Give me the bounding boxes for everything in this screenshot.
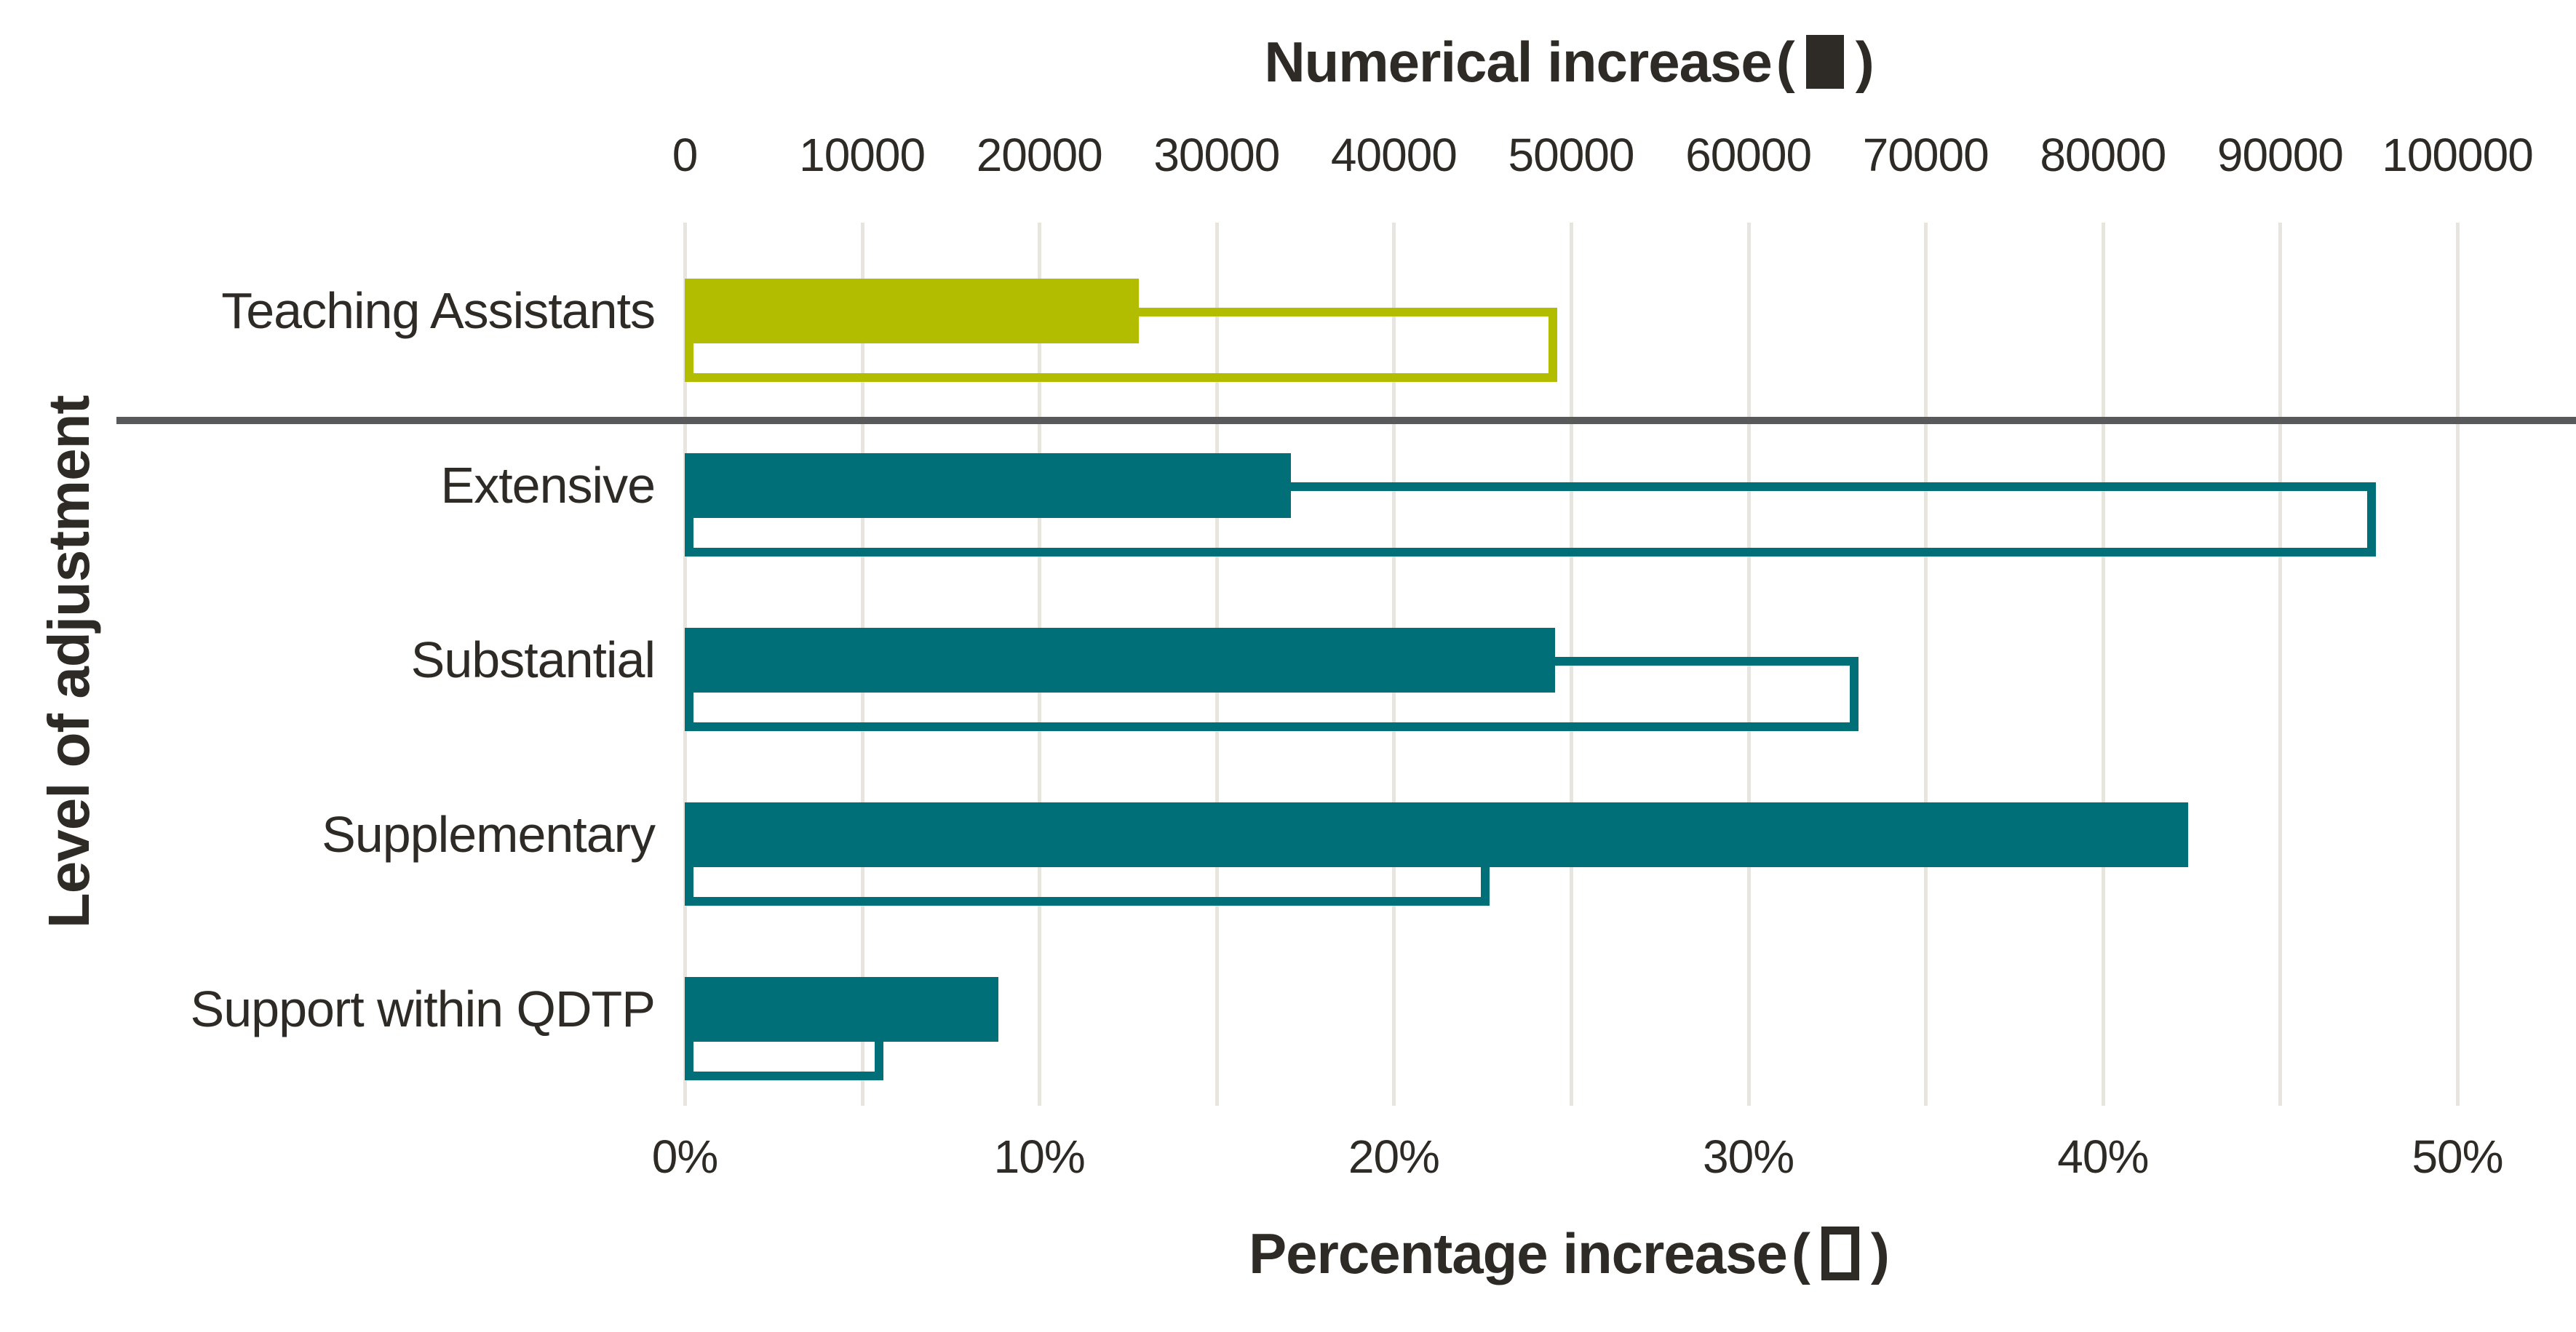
category-label-substantial: Substantial bbox=[410, 631, 656, 688]
category-label-extensive: Extensive bbox=[440, 457, 656, 514]
legend-paren-open: ( bbox=[1776, 29, 1795, 94]
gridline bbox=[2278, 223, 2283, 1106]
bottom-axis-tick-label: 30% bbox=[1703, 1130, 1794, 1183]
numerical-bar-support-within-qdtp bbox=[685, 977, 999, 1042]
bottom-axis-tick-label: 20% bbox=[1348, 1130, 1440, 1183]
bottom-axis-title: Percentage increase ( ) bbox=[685, 1213, 2457, 1293]
numerical-bar-extensive bbox=[685, 453, 1292, 518]
legend-paren-close: ) bbox=[1870, 1221, 1890, 1285]
legend-paren-open: ( bbox=[1791, 1221, 1810, 1285]
top-axis-tick-label: 20000 bbox=[976, 129, 1103, 181]
hollow-square-icon bbox=[1821, 1227, 1859, 1280]
gridline bbox=[2101, 223, 2105, 1106]
numerical-bar-supplementary bbox=[685, 802, 2188, 867]
bottom-axis-tick-label: 10% bbox=[993, 1130, 1086, 1183]
legend-paren-close: ) bbox=[1855, 29, 1875, 94]
category-label-support-within-qdtp: Support within QDTP bbox=[190, 981, 656, 1037]
top-axis-tick-label: 60000 bbox=[1685, 129, 1812, 181]
numerical-bar-teaching-assistants bbox=[685, 279, 1139, 343]
top-axis-tick-label: 30000 bbox=[1153, 129, 1280, 181]
top-axis-tick-label: 50000 bbox=[1508, 129, 1635, 181]
gridline bbox=[2456, 223, 2460, 1106]
top-axis-tick-label: 40000 bbox=[1330, 129, 1458, 181]
y-axis-title: Level of adjustment bbox=[36, 395, 101, 929]
category-label-supplementary: Supplementary bbox=[322, 806, 656, 863]
bottom-axis-tick-label: 0% bbox=[651, 1130, 718, 1183]
top-axis-tick-label: 10000 bbox=[799, 129, 926, 181]
filled-square-icon bbox=[1805, 35, 1844, 89]
top-axis-tick-label: 70000 bbox=[1862, 129, 1989, 181]
bottom-axis-tick-row: 0% 10% 20% 30% 40% 50% bbox=[652, 1124, 2554, 1189]
bottom-axis-title-text: Percentage increase bbox=[1249, 1221, 1788, 1285]
top-axis-tick-row: 0 10000 20000 30000 40000 50000 60000 70… bbox=[672, 122, 2554, 188]
gridline bbox=[1924, 223, 1928, 1106]
top-axis-tick-label: 80000 bbox=[2040, 129, 2166, 181]
numerical-bar-substantial bbox=[685, 628, 1556, 693]
bottom-axis-tick-label: 40% bbox=[2057, 1130, 2149, 1183]
top-axis-title: Numerical increase ( ) bbox=[685, 22, 2457, 102]
top-axis-tick-label: 0 bbox=[672, 129, 699, 181]
top-axis-tick-label: 100000 bbox=[2382, 129, 2534, 181]
top-axis-title-text: Numerical increase bbox=[1264, 29, 1772, 94]
plot-area bbox=[683, 223, 2554, 1106]
bottom-axis-tick-label: 50% bbox=[2412, 1130, 2503, 1183]
top-axis-tick-label: 90000 bbox=[2217, 129, 2344, 181]
category-separator-line bbox=[116, 417, 2576, 424]
category-label-teaching-assistants: Teaching Assistants bbox=[221, 282, 656, 339]
